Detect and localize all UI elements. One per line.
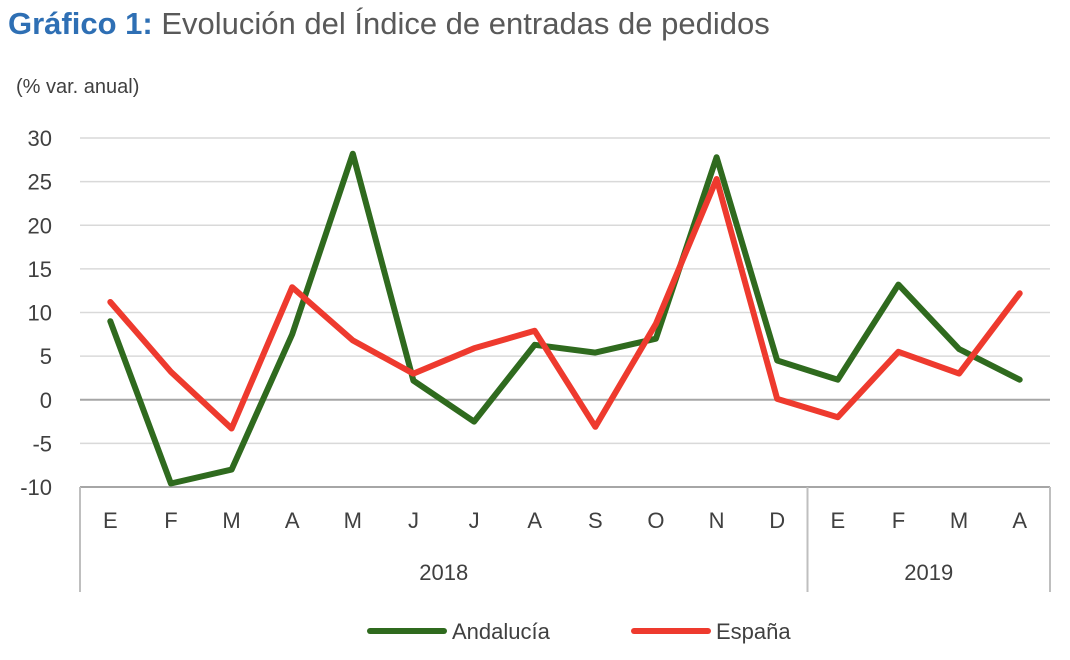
series-line-andalucia (107, 150, 1023, 487)
x-group-label: 2018 (419, 560, 468, 585)
x-tick-label: A (527, 508, 542, 533)
x-axis (79, 486, 1051, 592)
y-tick-label: 15 (28, 257, 52, 282)
y-tick-label: 25 (28, 170, 52, 195)
x-tick-label: J (469, 508, 480, 533)
y-tick-label: 20 (28, 213, 52, 238)
series-lines (107, 150, 1023, 487)
x-tick-label: F (892, 508, 905, 533)
legend-item: Andalucía (367, 619, 551, 644)
y-tick-label: 10 (28, 301, 52, 326)
y-tick-label: 30 (28, 126, 52, 151)
y-tick-label: 5 (40, 344, 52, 369)
x-tick-label: A (285, 508, 300, 533)
gridlines (80, 137, 1050, 488)
legend-item: España (631, 619, 791, 644)
legend-label: España (716, 619, 791, 644)
y-tick-label: -5 (32, 431, 52, 456)
legend: Andalucía España (367, 619, 791, 644)
x-tick-label: J (408, 508, 419, 533)
y-axis-ticks: 30 25 20 15 10 5 0 -5 -10 (20, 126, 52, 500)
x-tick-label: S (588, 508, 603, 533)
chart-title-text: Evolución del Índice de entradas de pedi… (161, 6, 770, 41)
legend-label: Andalucía (452, 619, 551, 644)
x-tick-label: O (647, 508, 664, 533)
x-tick-label: N (709, 508, 725, 533)
x-group-label: 2019 (904, 560, 953, 585)
y-axis-unit-label: (% var. anual) (16, 76, 140, 98)
x-tick-label: M (344, 508, 362, 533)
x-tick-label: M (222, 508, 240, 533)
x-tick-label: F (164, 508, 177, 533)
x-tick-label: A (1012, 508, 1027, 533)
chart-title-lead: Gráfico 1: (8, 6, 153, 41)
x-tick-label: D (769, 508, 785, 533)
y-tick-label: 0 (40, 388, 52, 413)
chart-title: Gráfico 1: Evolución del Índice de entra… (8, 6, 770, 42)
series-line-espana (107, 176, 1023, 432)
x-tick-label: M (950, 508, 968, 533)
x-tick-label: E (103, 508, 118, 533)
x-axis-groups: 2018 2019 (419, 487, 953, 592)
x-tick-label: E (830, 508, 845, 533)
y-tick-label: -10 (20, 475, 52, 500)
